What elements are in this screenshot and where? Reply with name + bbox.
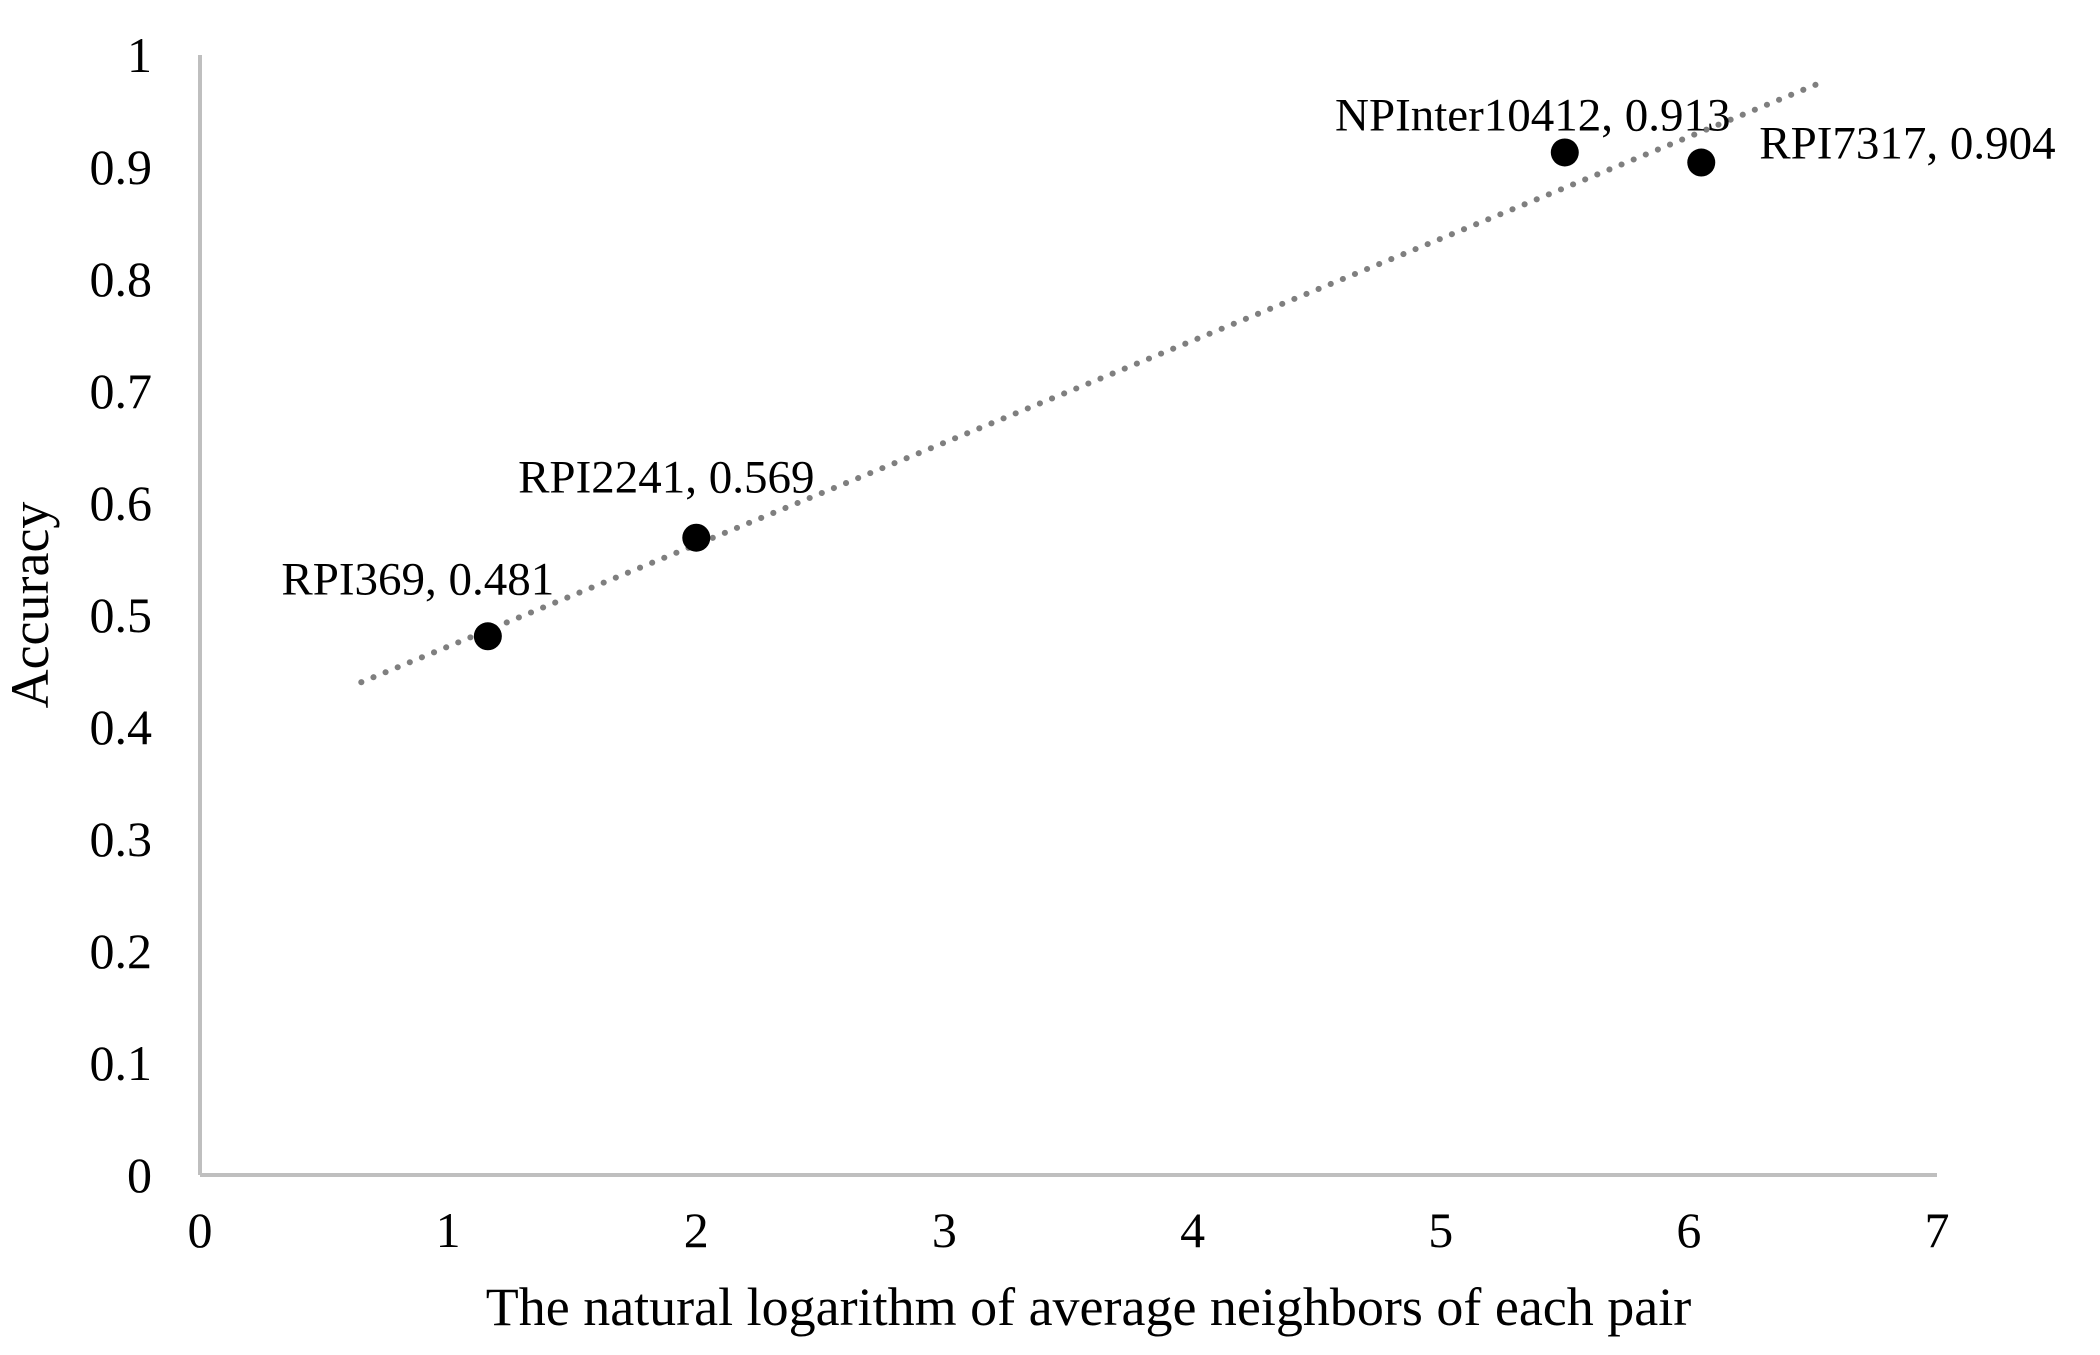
data-points — [473, 138, 1716, 651]
data-label: RPI7317, 0.904 — [1759, 118, 2055, 170]
x-tick-label: 1 — [436, 1202, 461, 1258]
data-point — [473, 622, 502, 651]
x-tick-label: 6 — [1676, 1202, 1701, 1258]
x-tick-label: 2 — [684, 1202, 709, 1258]
y-tick-label: 0.8 — [90, 251, 153, 307]
x-axis-title: The natural logarithm of average neighbo… — [486, 1277, 1691, 1337]
y-tick-label: 0.6 — [90, 475, 153, 531]
x-tick-label: 0 — [188, 1202, 213, 1258]
y-tick-label: 0.1 — [90, 1035, 153, 1091]
data-labels: RPI369, 0.481 RPI2241, 0.569 NPInter10412,… — [281, 89, 2055, 605]
y-tick-label: 0.4 — [90, 699, 153, 755]
x-tick-labels: 0 1 2 3 4 5 6 7 — [188, 1202, 1950, 1258]
data-label: NPInter10412, 0.913 — [1335, 89, 1731, 141]
data-label: RPI2241, 0.569 — [518, 452, 814, 504]
trendline — [358, 77, 1829, 686]
axes — [198, 55, 1937, 1177]
data-label: RPI369, 0.481 — [281, 553, 554, 605]
y-tick-label: 1 — [127, 27, 152, 83]
y-tick-label: 0 — [127, 1147, 152, 1203]
y-tick-label: 0.9 — [90, 139, 153, 195]
y-tick-label: 0.2 — [90, 923, 153, 979]
y-axis-title: Accuracy — [0, 502, 60, 709]
data-point — [1687, 148, 1716, 177]
data-point — [682, 523, 711, 552]
x-tick-label: 7 — [1925, 1202, 1950, 1258]
data-point — [1550, 138, 1579, 167]
x-tick-label: 5 — [1428, 1202, 1453, 1258]
y-tick-label: 0.7 — [90, 363, 153, 419]
y-tick-labels: 0 0.1 0.2 0.3 0.4 0.5 0.6 0.7 0.8 0.9 1 — [90, 27, 153, 1203]
x-tick-label: 4 — [1180, 1202, 1205, 1258]
y-tick-label: 0.5 — [90, 587, 153, 643]
y-tick-label: 0.3 — [90, 811, 153, 867]
x-tick-label: 3 — [932, 1202, 957, 1258]
